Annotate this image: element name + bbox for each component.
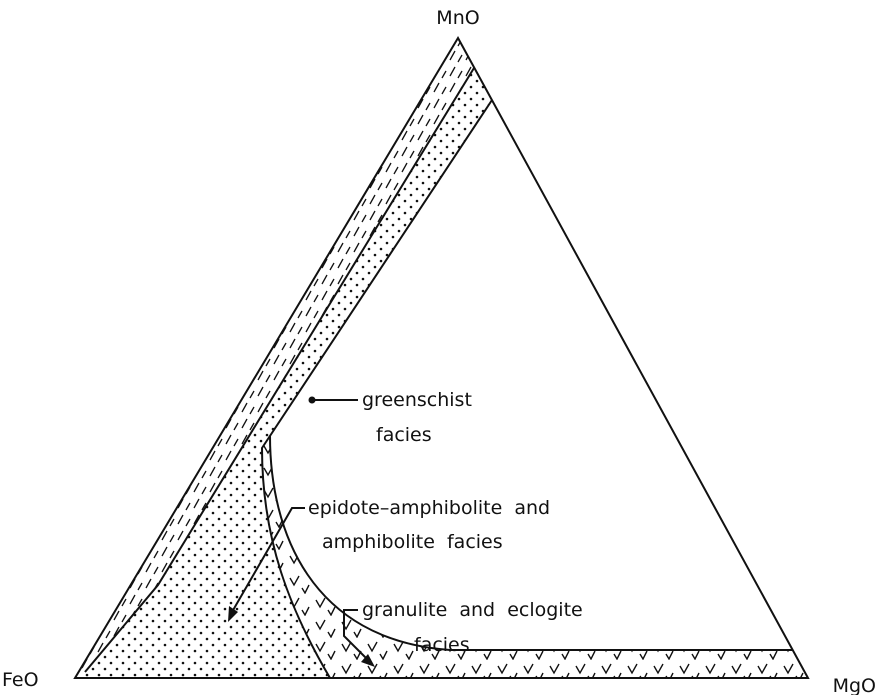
arrowhead — [228, 606, 238, 622]
band-line — [269, 435, 793, 651]
pointer — [343, 609, 369, 661]
region-label: facies — [376, 424, 432, 446]
pointer-dot — [308, 396, 316, 404]
band-line — [84, 67, 475, 673]
arrowhead — [361, 654, 375, 667]
region-label: epidote–amphibolite and — [308, 497, 550, 519]
region-label: amphibolite facies — [322, 531, 503, 553]
triangle — [73, 35, 810, 679]
vee-band — [262, 436, 808, 678]
region-label: facies — [414, 634, 470, 656]
dashed-band — [75, 38, 474, 678]
vertex-label: MgO — [833, 675, 876, 695]
dotted-band — [75, 68, 492, 678]
vertex-label: FeO — [2, 669, 39, 691]
region-label: greenschist — [362, 389, 472, 411]
region-label: granulite and eclogite — [362, 599, 583, 621]
band-line — [260, 99, 493, 679]
pointer — [231, 507, 305, 613]
vertex-label: MnO — [436, 7, 479, 29]
